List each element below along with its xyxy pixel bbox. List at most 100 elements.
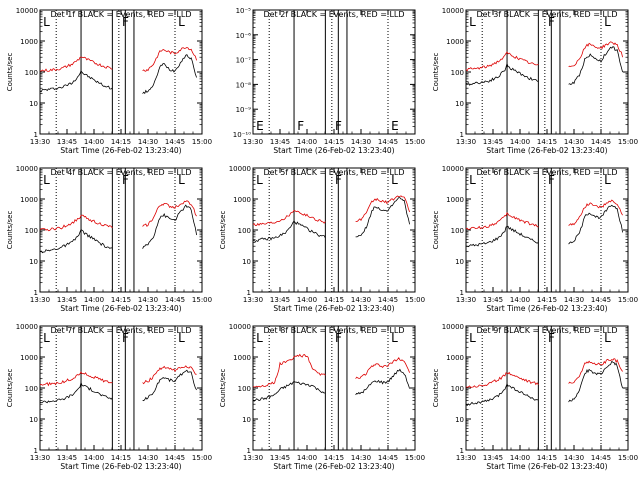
series-line-lld [252,353,410,388]
y-tick-label: 1 [460,131,464,139]
x-tick-label: 14:30 [351,296,371,304]
series-line-lld [465,41,623,72]
x-tick-label: 13:45 [57,296,77,304]
x-tick-label: 14:15 [111,454,131,462]
y-tick-label: 10000 [16,7,38,15]
y-tick-label: 1 [460,447,464,455]
series-line-lld [465,199,623,231]
x-tick-label: 14:00 [84,454,104,462]
x-tick-label: 14:15 [324,138,344,146]
x-tick-label: 13:45 [270,138,290,146]
x-tick-label: 14:00 [84,138,104,146]
y-tick-label: 100 [238,385,251,393]
y-tick-label: 100 [451,69,464,77]
y-tick-label: 1 [247,447,251,455]
x-tick-label: 14:15 [111,296,131,304]
y-tick-label: 10 [242,416,251,424]
x-tick-label: 14:45 [378,454,398,462]
panel-annotation: F [122,331,129,345]
y-tick-label: 10000 [16,323,38,331]
panel-annotation: F [335,119,342,133]
panel-annotation: L [43,15,50,29]
x-tick-label: 14:45 [165,454,185,462]
panel-annotation: F [548,15,555,29]
y-tick-label: 10 [29,416,38,424]
panel-annotation: E [256,119,264,133]
x-tick-label: 13:45 [270,296,290,304]
panel-annotation: L [469,15,476,29]
y-axis-label: Counts/sec [6,53,14,92]
y-tick-label: 10⁻¹⁰ [233,131,251,139]
x-axis-label: Start Time (26-Feb-02 13:23:40) [273,146,394,155]
y-tick-label: 10000 [229,323,251,331]
panel-annotation: F [548,331,555,345]
y-axis-label: Counts/sec [6,369,14,408]
x-tick-label: 14:00 [297,138,317,146]
x-tick-label: 13:45 [57,454,77,462]
x-tick-label: 14:30 [564,138,584,146]
panel-annotation: F [122,15,129,29]
x-tick-label: 14:00 [297,454,317,462]
series-line-events [465,360,623,406]
y-axis-label: Counts/sec [219,211,227,250]
series-line-events [465,46,623,86]
series-line-lld [465,358,623,388]
panel-annotation: L [43,331,50,345]
series-line-lld [39,46,197,72]
y-tick-label: 100 [25,385,38,393]
y-tick-label: 10000 [442,165,464,173]
y-tick-label: 10 [242,258,251,266]
panel-annotation: F [548,173,555,187]
panel-7: Det 7f BLACK = Events, RED = LLD11010010… [6,323,212,471]
x-tick-label: 14:30 [138,296,158,304]
series-line-lld [39,200,197,232]
y-tick-label: 10 [455,258,464,266]
x-tick-label: 14:45 [378,296,398,304]
x-tick-label: 13:30 [456,296,476,304]
panel-annotation: L [43,173,50,187]
panel-annotation: L [391,331,398,345]
x-axis-label: Start Time (26-Feb-02 13:23:40) [60,462,181,471]
x-tick-label: 14:45 [591,138,611,146]
x-tick-label: 13:30 [243,454,263,462]
y-tick-label: 1 [460,289,464,297]
plot-frame [252,9,416,135]
x-tick-label: 14:15 [324,454,344,462]
x-tick-label: 14:00 [297,296,317,304]
x-tick-label: 14:30 [138,138,158,146]
panel-annotation: L [469,331,476,345]
y-tick-label: 100 [451,385,464,393]
x-tick-label: 14:45 [591,454,611,462]
x-tick-label: 13:45 [483,454,503,462]
x-tick-label: 14:00 [510,454,530,462]
panel-3: Det 3f BLACK = Events, RED = LLD11010010… [432,7,638,155]
panel-annotation: L [604,173,611,187]
x-tick-label: 14:15 [111,138,131,146]
panel-9: Det 9f BLACK = Events, RED = LLD11010010… [432,323,638,471]
series-line-events [252,368,410,402]
y-tick-label: 1 [247,289,251,297]
y-axis-label: Counts/sec [432,369,440,408]
panel-annotation: F [335,331,342,345]
y-tick-label: 1000 [233,354,251,362]
y-tick-label: 10000 [442,7,464,15]
x-tick-label: 15:00 [405,454,425,462]
x-axis-label: Start Time (26-Feb-02 13:23:40) [60,146,181,155]
y-tick-label: 10000 [229,165,251,173]
x-axis-label: Start Time (26-Feb-02 13:23:40) [486,146,607,155]
x-tick-label: 14:00 [84,296,104,304]
y-tick-label: 10 [29,100,38,108]
x-tick-label: 14:00 [510,296,530,304]
x-tick-label: 13:30 [30,138,50,146]
x-tick-label: 13:45 [483,296,503,304]
y-axis-label: Counts/sec [432,53,440,92]
x-tick-label: 14:00 [510,138,530,146]
y-tick-label: 10 [455,416,464,424]
x-axis-label: Start Time (26-Feb-02 13:23:40) [273,304,394,313]
y-tick-label: 1 [34,131,38,139]
y-tick-label: 1000 [446,354,464,362]
y-tick-label: 10⁻⁵ [236,7,252,15]
x-tick-label: 15:00 [618,296,638,304]
x-tick-label: 13:45 [57,138,77,146]
